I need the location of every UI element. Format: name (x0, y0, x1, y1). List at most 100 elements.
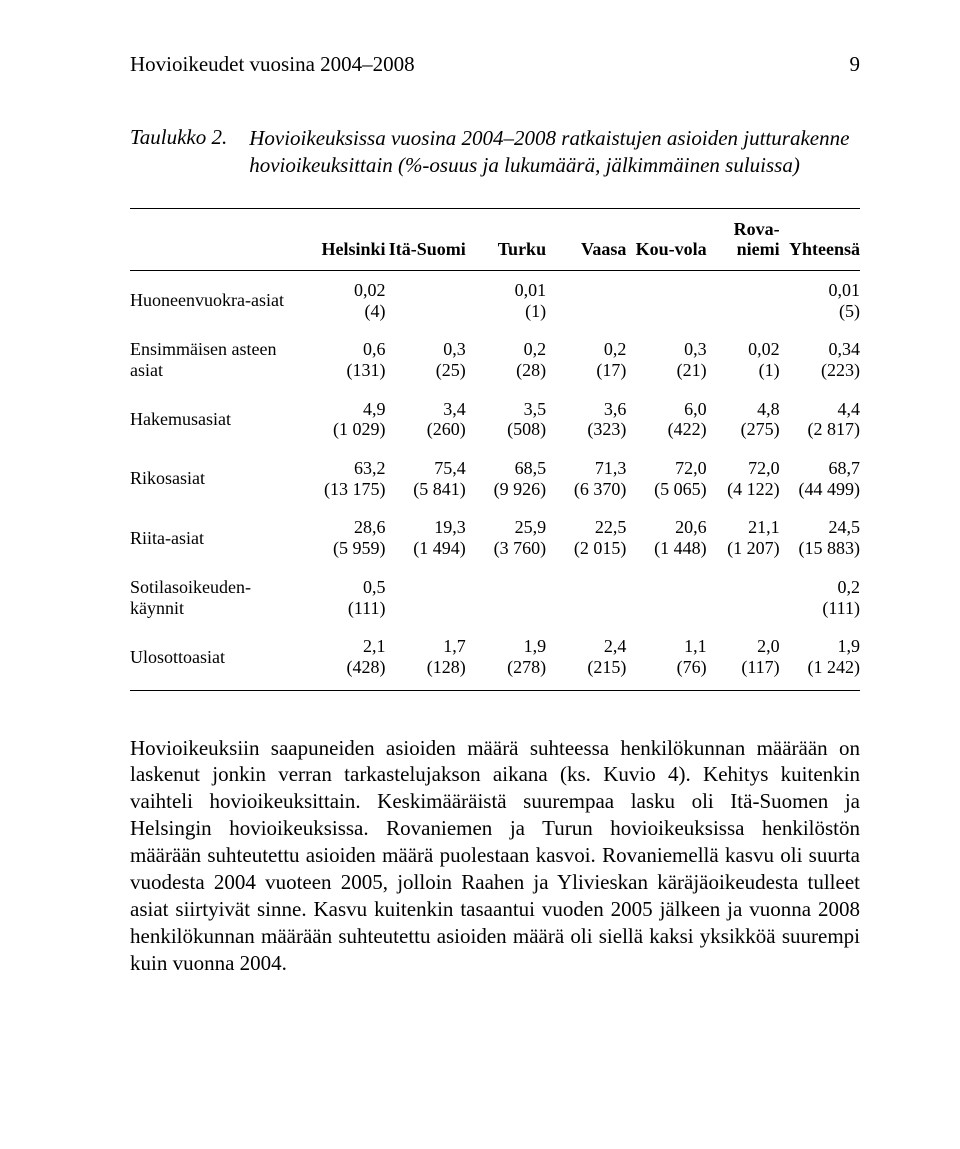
data-cell: 28,6(5 959) (291, 508, 386, 567)
data-cell: 0,5(111) (291, 568, 386, 627)
data-cell (707, 270, 780, 330)
cell-value: 0,34(223) (780, 339, 860, 380)
data-cell: 1,9(1 242) (780, 627, 860, 690)
data-cell: 3,6(323) (546, 390, 626, 449)
data-cell: 2,0(117) (707, 627, 780, 690)
caption-label: Taulukko 2. (130, 125, 227, 150)
row-label: Huoneenvuokra-asiat (130, 270, 291, 330)
cell-value: 24,5(15 883) (780, 517, 860, 558)
cell-value: 72,0(4 122) (707, 458, 780, 499)
table-header-row: HelsinkiItä-SuomiTurkuVaasaKou-volaRova-… (130, 208, 860, 270)
data-cell: 0,01(1) (466, 270, 546, 330)
running-head-row: Hovioikeudet vuosina 2004–2008 9 (130, 52, 860, 77)
cell-value: 2,1(428) (291, 636, 386, 677)
cell-value: 71,3(6 370) (546, 458, 626, 499)
column-header: Itä-Suomi (385, 208, 465, 270)
data-cell (385, 270, 465, 330)
cell-value: 0,5(111) (291, 577, 386, 618)
cell-value: 63,2(13 175) (291, 458, 386, 499)
column-header (130, 208, 291, 270)
data-cell: 0,02(4) (291, 270, 386, 330)
table-caption: Taulukko 2. Hovioikeuksissa vuosina 2004… (130, 125, 860, 180)
cell-value: 19,3(1 494) (385, 517, 465, 558)
cell-value: 68,7(44 499) (780, 458, 860, 499)
table-row: Ulosottoasiat2,1(428)1,7(128)1,9(278)2,4… (130, 627, 860, 690)
cell-value: 25,9(3 760) (466, 517, 546, 558)
data-cell: 20,6(1 448) (626, 508, 706, 567)
data-cell: 6,0(422) (626, 390, 706, 449)
data-table: HelsinkiItä-SuomiTurkuVaasaKou-volaRova-… (130, 208, 860, 691)
cell-value: 0,2(111) (780, 577, 860, 618)
data-cell (466, 568, 546, 627)
data-cell: 0,02(1) (707, 330, 780, 389)
cell-value: 21,1(1 207) (707, 517, 780, 558)
cell-value: 0,02(4) (291, 280, 386, 321)
table-row: Riita-asiat28,6(5 959)19,3(1 494)25,9(3 … (130, 508, 860, 567)
column-header: Helsinki (291, 208, 386, 270)
cell-value: 3,4(260) (385, 399, 465, 440)
data-cell: 72,0(5 065) (626, 449, 706, 508)
cell-value: 0,02(1) (707, 339, 780, 380)
cell-value: 0,2(17) (546, 339, 626, 380)
data-cell: 68,5(9 926) (466, 449, 546, 508)
cell-value: 72,0(5 065) (626, 458, 706, 499)
page-number: 9 (850, 52, 861, 77)
cell-value: 3,6(323) (546, 399, 626, 440)
table-row: Rikosasiat63,2(13 175)75,4(5 841)68,5(9 … (130, 449, 860, 508)
cell-value: 75,4(5 841) (385, 458, 465, 499)
data-cell: 0,6(131) (291, 330, 386, 389)
cell-value: 4,9(1 029) (291, 399, 386, 440)
data-cell: 1,1(76) (626, 627, 706, 690)
data-cell: 24,5(15 883) (780, 508, 860, 567)
data-cell: 1,9(278) (466, 627, 546, 690)
data-cell: 72,0(4 122) (707, 449, 780, 508)
data-cell (546, 270, 626, 330)
cell-value: 6,0(422) (626, 399, 706, 440)
data-cell: 0,2(17) (546, 330, 626, 389)
data-cell: 71,3(6 370) (546, 449, 626, 508)
cell-value: 2,4(215) (546, 636, 626, 677)
cell-value: 0,3(25) (385, 339, 465, 380)
column-header: Yhteensä (780, 208, 860, 270)
cell-value: 20,6(1 448) (626, 517, 706, 558)
data-cell: 4,8(275) (707, 390, 780, 449)
row-label: Ensimmäisen asteen asiat (130, 330, 291, 389)
data-cell (626, 270, 706, 330)
cell-value: 22,5(2 015) (546, 517, 626, 558)
column-header: Vaasa (546, 208, 626, 270)
column-header: Turku (466, 208, 546, 270)
data-cell: 1,7(128) (385, 627, 465, 690)
row-label: Rikosasiat (130, 449, 291, 508)
column-header: Rova-niemi (707, 208, 780, 270)
data-cell: 63,2(13 175) (291, 449, 386, 508)
data-cell: 19,3(1 494) (385, 508, 465, 567)
caption-text: Hovioikeuksissa vuosina 2004–2008 ratkai… (249, 125, 860, 180)
data-cell: 0,01(5) (780, 270, 860, 330)
table-head: HelsinkiItä-SuomiTurkuVaasaKou-volaRova-… (130, 208, 860, 270)
table-row: Hakemusasiat4,9(1 029)3,4(260)3,5(508)3,… (130, 390, 860, 449)
cell-value: 3,5(508) (466, 399, 546, 440)
cell-value: 28,6(5 959) (291, 517, 386, 558)
cell-value: 1,1(76) (626, 636, 706, 677)
body-paragraph: Hovioikeuksiin saapuneiden asioiden määr… (130, 735, 860, 977)
cell-value: 1,9(1 242) (780, 636, 860, 677)
cell-value: 4,8(275) (707, 399, 780, 440)
row-label: Riita-asiat (130, 508, 291, 567)
cell-value: 0,01(5) (780, 280, 860, 321)
cell-value: 0,3(21) (626, 339, 706, 380)
data-cell: 25,9(3 760) (466, 508, 546, 567)
data-cell: 0,2(111) (780, 568, 860, 627)
data-cell: 22,5(2 015) (546, 508, 626, 567)
data-cell (707, 568, 780, 627)
cell-value: 0,2(28) (466, 339, 546, 380)
cell-value: 1,7(128) (385, 636, 465, 677)
cell-value: 68,5(9 926) (466, 458, 546, 499)
row-label: Hakemusasiat (130, 390, 291, 449)
data-cell: 21,1(1 207) (707, 508, 780, 567)
data-cell: 3,4(260) (385, 390, 465, 449)
cell-value: 0,01(1) (466, 280, 546, 321)
column-header: Kou-vola (626, 208, 706, 270)
data-cell: 75,4(5 841) (385, 449, 465, 508)
data-cell (546, 568, 626, 627)
data-cell: 2,1(428) (291, 627, 386, 690)
